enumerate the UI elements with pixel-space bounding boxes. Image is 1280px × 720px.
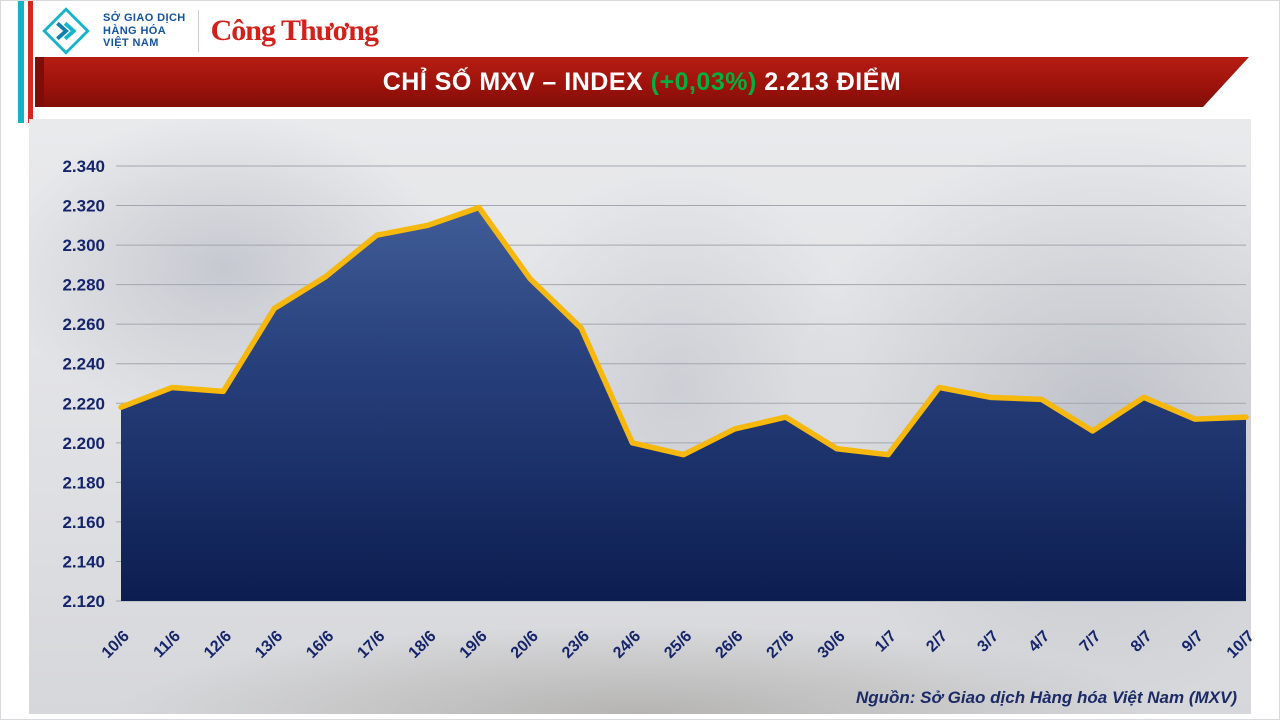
title-value: 2.213 ĐIỂM: [756, 67, 902, 96]
x-axis-label: 16/6: [303, 628, 337, 662]
x-axis-label: 7/7: [1077, 628, 1105, 656]
y-axis-label: 2.220: [62, 394, 105, 413]
x-axis-label: 9/7: [1179, 628, 1207, 656]
y-axis-label: 2.240: [62, 355, 105, 374]
mxv-org-line: VIỆT NAM: [103, 37, 159, 50]
x-axis-label: 3/7: [974, 628, 1002, 656]
y-axis-label: 2.260: [62, 315, 105, 334]
title-change-percent: (+0,03%): [650, 67, 757, 96]
x-axis-label: 10/7: [1224, 628, 1256, 662]
x-axis-label: 17/6: [354, 628, 388, 662]
x-axis-label: 12/6: [201, 628, 235, 662]
congthuong-logo: Công Thương: [210, 14, 379, 47]
area-fill: [121, 207, 1246, 601]
mxv-logo-icon: [42, 7, 90, 55]
x-axis-label: 13/6: [252, 628, 286, 662]
x-axis-label: 23/6: [559, 628, 593, 662]
x-axis-label: 24/6: [610, 628, 644, 662]
y-axis-label: 2.200: [62, 434, 105, 453]
x-axis-label: 30/6: [815, 628, 849, 662]
y-axis-label: 2.280: [62, 276, 105, 295]
mxv-organization-name: SỞ GIAO DỊCH HÀNG HÓA VIỆT NAM: [103, 12, 186, 50]
x-axis-label: 27/6: [764, 628, 798, 662]
title-banner: CHỈ SỐ MXV – INDEX (+0,03%) 2.213 ĐIỂM: [35, 57, 1249, 107]
x-axis-label: 18/6: [406, 628, 440, 662]
x-axis-label: 1/7: [872, 628, 900, 656]
header: SỞ GIAO DỊCH HÀNG HÓA VIỆT NAM Công Thươ…: [41, 7, 379, 55]
y-axis-label: 2.120: [62, 592, 105, 611]
index-area-chart: 2.340 2.320 2.300 2.280 2.260 2.240 2.220 2.200…: [62, 157, 1257, 662]
x-axis-label: 11/6: [151, 628, 184, 661]
mxv-org-line: HÀNG HÓA: [103, 24, 167, 37]
x-axis-label: 2/7: [923, 628, 951, 656]
x-axis-label: 4/7: [1026, 628, 1054, 656]
y-axis-label: 2.320: [62, 197, 105, 216]
left-accent-stripe-teal: [18, 1, 24, 123]
x-axis-label: 10/6: [99, 628, 133, 662]
x-axis-label: 20/6: [508, 628, 542, 662]
x-axis-label: 8/7: [1128, 628, 1156, 656]
x-axis-label: 25/6: [661, 628, 695, 662]
left-accent-stripe-red: [28, 1, 33, 123]
y-axis-label: 2.140: [62, 552, 105, 571]
title-prefix: CHỈ SỐ MXV – INDEX: [382, 67, 651, 96]
y-axis-label: 2.180: [62, 473, 105, 492]
chart-canvas: 2.340 2.320 2.300 2.280 2.260 2.240 2.220 2.200…: [29, 119, 1258, 714]
source-credit: Nguồn: Sở Giao dịch Hàng hóa Việt Nam (M…: [855, 688, 1237, 707]
mxv-org-line: SỞ GIAO DỊCH: [103, 12, 186, 25]
y-axis-label: 2.160: [62, 513, 105, 532]
chart-title: CHỈ SỐ MXV – INDEX (+0,03%) 2.213 ĐIỂM: [383, 68, 901, 97]
logo-divider: [197, 10, 199, 52]
y-axis-label: 2.300: [62, 236, 105, 255]
x-axis-label: 19/6: [457, 628, 491, 662]
index-line: [118, 204, 1249, 458]
y-axis-label: 2.340: [62, 157, 105, 176]
chart: 2.340 2.320 2.300 2.280 2.260 2.240 2.220 2.200…: [31, 131, 1257, 686]
x-axis-label: 26/6: [712, 628, 746, 662]
